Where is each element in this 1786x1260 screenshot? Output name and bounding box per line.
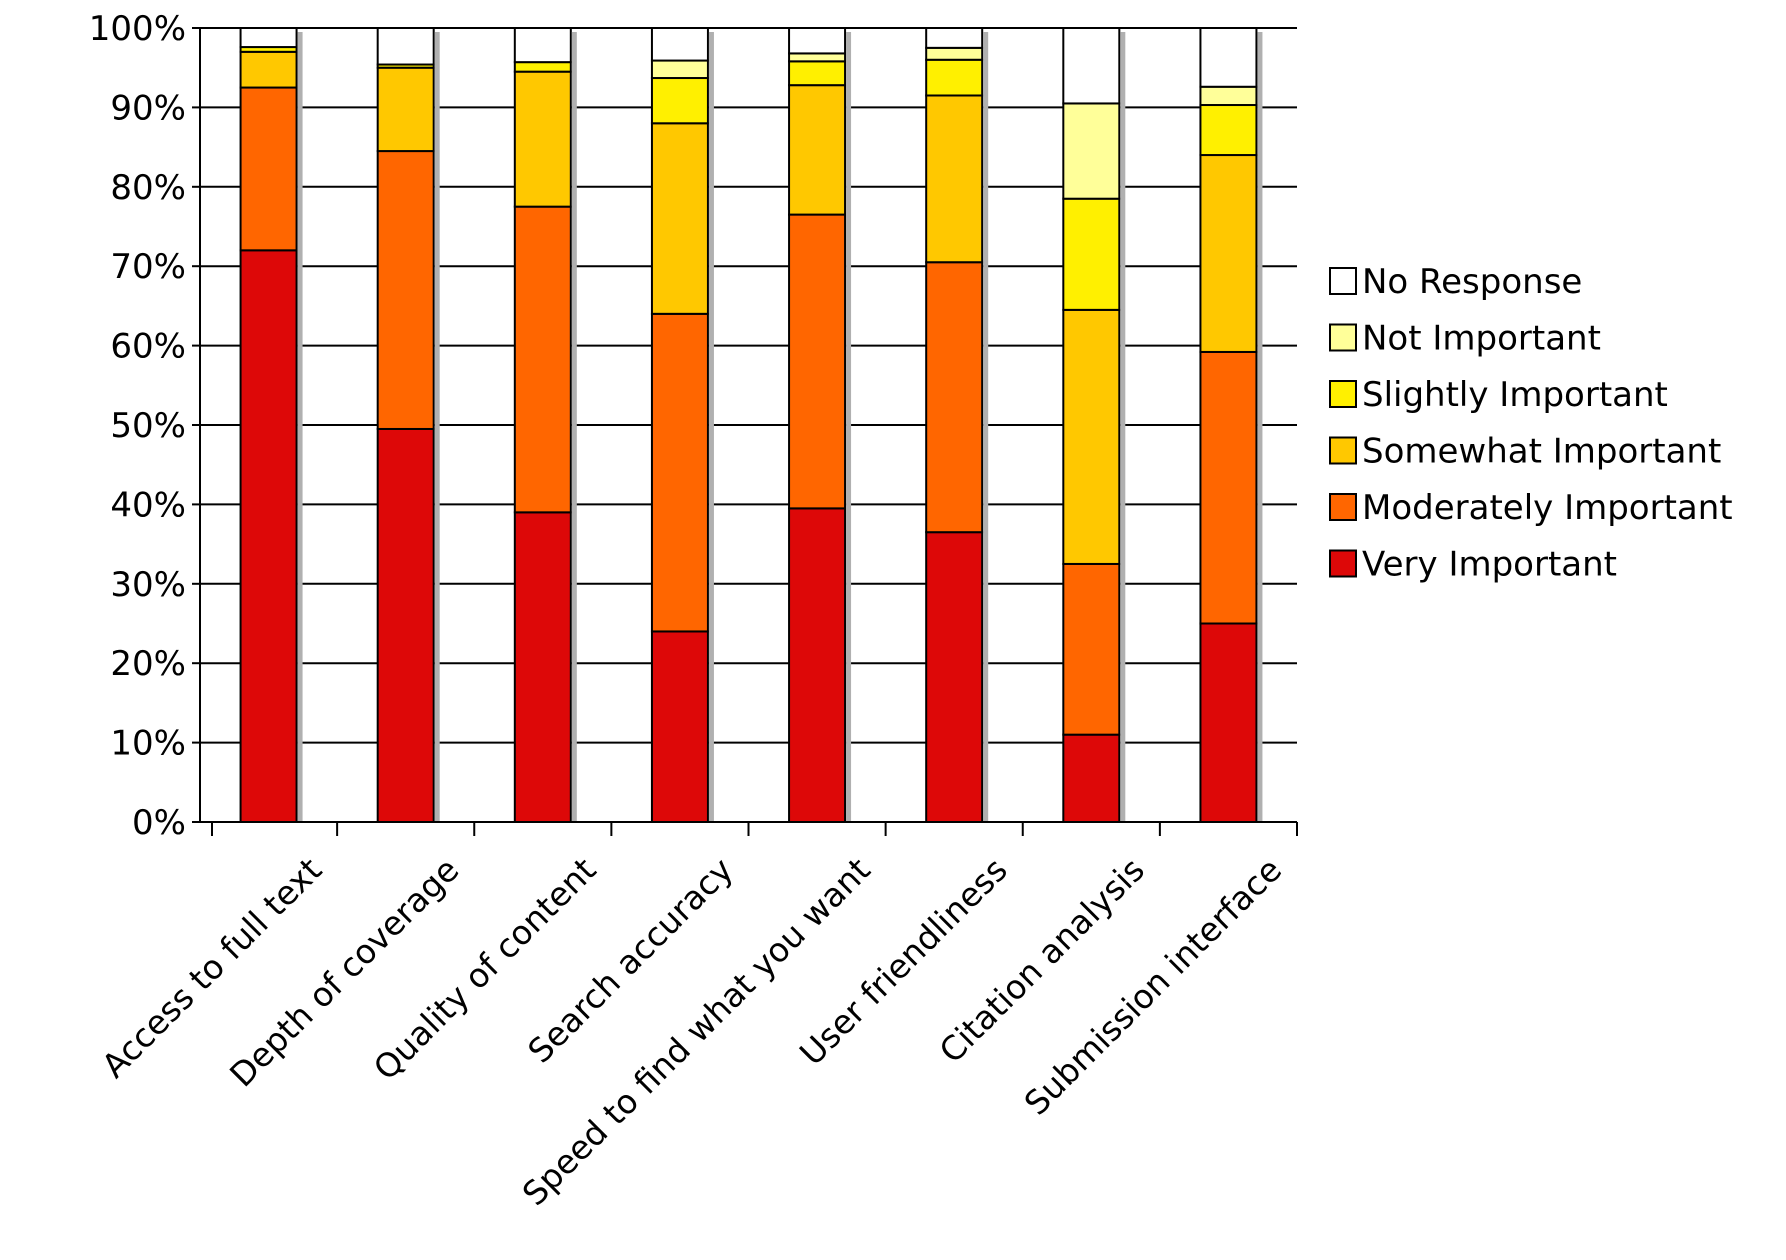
bar-segment xyxy=(1199,350,1258,625)
legend-label: Very Important xyxy=(1362,545,1617,585)
bar-segment xyxy=(788,213,847,510)
y-tick-label: 60% xyxy=(110,327,186,367)
bar-segment xyxy=(1062,733,1121,823)
bar-segment xyxy=(788,52,847,63)
y-tick-label: 30% xyxy=(110,565,186,605)
bar-shadow xyxy=(1120,32,1126,822)
bar-segment xyxy=(925,531,984,823)
bar-segment xyxy=(925,94,984,264)
bar-shadow xyxy=(1257,32,1263,822)
bar-segment xyxy=(1199,104,1258,157)
legend-swatch xyxy=(1329,323,1357,352)
y-tick-label: 20% xyxy=(110,644,186,684)
bar-segment xyxy=(650,77,709,125)
y-tick-label: 90% xyxy=(110,88,186,128)
bar-segment xyxy=(650,312,709,633)
bar-segment xyxy=(513,27,572,64)
legend-swatch xyxy=(1329,549,1357,578)
bar-segment xyxy=(1062,102,1121,200)
y-tick-label: 10% xyxy=(110,724,186,764)
bar-segment xyxy=(1199,85,1258,107)
x-category-label: Submission interface xyxy=(1017,850,1290,1123)
bar-segment xyxy=(513,205,572,514)
bar-segment xyxy=(1062,562,1121,736)
bar-segment xyxy=(513,511,572,824)
bar-segment xyxy=(1199,622,1258,823)
legend-label: Somewhat Important xyxy=(1362,432,1721,472)
y-tick-label: 100% xyxy=(89,9,186,49)
x-category-label: Depth of coverage xyxy=(222,850,466,1094)
bar-segment xyxy=(513,70,572,208)
legend-label: Moderately Important xyxy=(1362,488,1733,528)
bar-segment xyxy=(788,60,847,87)
x-category-label: Quality of content xyxy=(366,850,604,1088)
bar-shadow xyxy=(434,32,440,822)
bar-segment xyxy=(376,27,435,66)
bar-segment xyxy=(925,27,984,49)
bar-segment xyxy=(788,507,847,823)
legend-label: Not Important xyxy=(1362,319,1601,359)
bar-segment xyxy=(376,66,435,153)
bar-shadow xyxy=(846,32,852,822)
bar-segment xyxy=(239,50,298,89)
bar-segment xyxy=(1062,197,1121,311)
bar-segment xyxy=(650,630,709,823)
bar-segment xyxy=(650,27,709,62)
bar-segment xyxy=(650,122,709,315)
bar-segment xyxy=(376,150,435,430)
y-tick-label: 70% xyxy=(110,247,186,287)
bar-shadow xyxy=(983,32,989,822)
bar-shadow xyxy=(297,32,303,822)
legend-swatch xyxy=(1329,493,1357,521)
y-tick-label: 80% xyxy=(110,168,186,208)
bar-segment xyxy=(1062,308,1121,565)
legend-swatch xyxy=(1329,267,1357,295)
bar-segment xyxy=(239,86,298,252)
legend-swatch xyxy=(1329,436,1357,465)
bar-segment xyxy=(925,46,984,61)
y-tick-label: 40% xyxy=(110,485,186,525)
legend: No Response Not Important Slightly Importa… xyxy=(1329,262,1733,585)
legend-label: No Response xyxy=(1362,262,1582,302)
bar-segment xyxy=(925,58,984,97)
bar-segment xyxy=(788,84,847,216)
legend-swatch xyxy=(1329,380,1357,408)
bar-shadow xyxy=(571,32,577,822)
bar-segment xyxy=(788,27,847,55)
grid-layer xyxy=(200,27,1297,823)
bar-segment xyxy=(239,27,298,49)
bar-shadow xyxy=(708,32,714,822)
legend-label: Slightly Important xyxy=(1362,375,1668,415)
bar-segment xyxy=(1199,27,1258,88)
bar-segment xyxy=(1062,27,1121,105)
bar-segment xyxy=(925,261,984,534)
bar-segment xyxy=(1199,154,1258,353)
y-tick-label: 0% xyxy=(132,803,186,843)
bar-layer xyxy=(239,27,1263,824)
bar-segment xyxy=(513,61,572,73)
bar-segment xyxy=(239,249,298,823)
y-tick-label: 50% xyxy=(110,406,186,446)
bar-segment xyxy=(650,59,709,80)
bar-segment xyxy=(376,427,435,823)
